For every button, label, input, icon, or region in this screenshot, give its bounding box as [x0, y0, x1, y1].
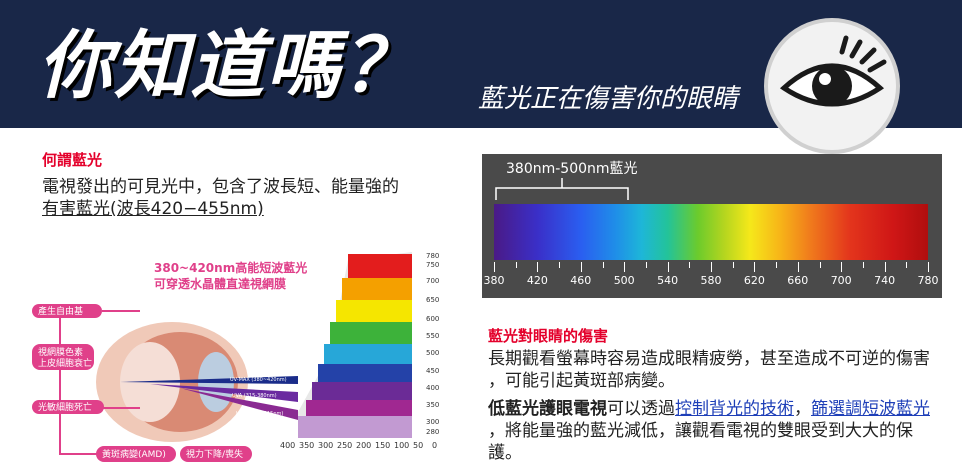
description-line-2: 有害藍光(波長420−455nm) [42, 199, 264, 219]
spectrum-tick [928, 262, 929, 272]
svg-text:300: 300 [426, 418, 439, 426]
protection-description: 低藍光護眼電視可以透過控制背光的技術，篩選調短波藍光 ，將能量強的藍光減低，讓觀… [488, 398, 934, 464]
spectrum-minor-tick [884, 262, 886, 268]
bar-graph [298, 252, 412, 438]
spectrum-minor-tick [797, 262, 799, 268]
section-heading-eye-damage: 藍光對眼睛的傷害 [488, 327, 609, 345]
spectrum-tick-label: 460 [570, 274, 592, 287]
spectrum-minor-tick [776, 262, 778, 268]
spectrum-minor-tick [841, 262, 843, 268]
page-title: 你知道嗎？ [38, 23, 418, 109]
svg-text:400: 400 [280, 441, 295, 450]
page-subtitle: 藍光正在傷害你的眼睛 [478, 84, 739, 114]
svg-text:200: 200 [356, 441, 371, 450]
svg-text:450: 450 [426, 367, 439, 375]
bottom-scale: 400 350 300 250 200 150 100 50 0 [280, 441, 437, 450]
description-line-1: 電視發出的可見光中，包含了波長短、能量強的 [42, 177, 399, 197]
svg-text:400: 400 [426, 384, 439, 392]
spectrum-tick-label: 580 [700, 274, 722, 287]
svg-text:可穿透水晶體直達視網膜: 可穿透水晶體直達視網膜 [154, 276, 286, 291]
svg-text:750: 750 [426, 261, 439, 269]
bracket-icon [495, 178, 629, 200]
spectrum-bar [494, 204, 928, 260]
svg-text:光敏細胞死亡: 光敏細胞死亡 [38, 401, 92, 413]
blue-light-description: 電視發出的可見光中，包含了波長短、能量強的 有害藍光(波長420−455nm) [42, 176, 442, 220]
svg-text:0: 0 [432, 441, 437, 450]
protection-line-1: 低藍光護眼電視可以透過控制背光的技術，篩選調短波藍光 [488, 398, 934, 420]
spectrum-minor-tick [602, 262, 604, 268]
damage-line-1: 長期觀看螢幕時容易造成眼精疲勞，甚至造成不可逆的傷害 [488, 349, 930, 369]
svg-text:350: 350 [426, 401, 439, 409]
svg-text:黃斑病變(AMD): 黃斑病變(AMD) [102, 448, 166, 460]
spectrum-minor-tick [689, 262, 691, 268]
spectrum-minor-tick [494, 262, 495, 268]
svg-text:250: 250 [337, 441, 352, 450]
svg-text:視網膜色素: 視網膜色素 [38, 346, 83, 358]
spectrum-minor-tick [906, 262, 908, 268]
product-name: 低藍光護眼電視 [488, 399, 607, 419]
spectrum-minor-tick [711, 262, 712, 268]
light-beams: UV-MAX (380~420nm) UVA (315-380nm) UVB (… [120, 376, 298, 420]
damage-description: 長期觀看螢幕時容易造成眼精疲勞，甚至造成不可逆的傷害 ，可能引起黃斑部病變。 [488, 348, 934, 392]
svg-text:600: 600 [426, 315, 439, 323]
spectrum-minor-tick [559, 262, 561, 268]
svg-text:UVB (280~315nm): UVB (280~315nm) [236, 411, 283, 417]
eye-icon [764, 18, 900, 154]
backlight-tech-link[interactable]: 控制背光的技術 [675, 399, 794, 419]
section-heading-blue-light: 何謂藍光 [42, 151, 103, 169]
svg-text:UV-MAX (380~420nm): UV-MAX (380~420nm) [230, 377, 287, 383]
svg-text:視力下降/喪失: 視力下降/喪失 [186, 448, 243, 460]
spectrum-tick-label: 780 [917, 274, 939, 287]
damage-line-2: ，可能引起黃斑部病變。 [488, 371, 675, 391]
spectrum-label: 380nm-500nm藍光 [506, 161, 638, 177]
spectrum-tick-label: 540 [657, 274, 679, 287]
right-scale: 780 750 700 650 600 550 500 450 400 350 … [426, 252, 439, 436]
spectrum-minor-tick [667, 262, 669, 268]
svg-text:350: 350 [299, 441, 314, 450]
spectrum-minor-tick [819, 262, 821, 268]
svg-text:100: 100 [394, 441, 409, 450]
svg-text:280: 280 [426, 428, 439, 436]
spectrum-minor-tick [537, 262, 539, 268]
svg-text:50: 50 [413, 441, 423, 450]
svg-text:上皮細胞衰亡: 上皮細胞衰亡 [38, 357, 92, 369]
svg-text:300: 300 [318, 441, 333, 450]
spectrum-minor-tick [515, 262, 517, 268]
svg-text:550: 550 [426, 332, 439, 340]
damage-labels: 產生自由基 視網膜色素 上皮細胞衰亡 光敏細胞死亡 黃斑病變(AMD) 視力下降… [32, 304, 252, 462]
spectrum-tick-label: 500 [613, 274, 635, 287]
svg-text:700: 700 [426, 277, 439, 285]
svg-text:380~420nm高能短波藍光: 380~420nm高能短波藍光 [154, 260, 307, 275]
spectrum-tick-label: 700 [830, 274, 852, 287]
filter-blue-light-link[interactable]: 篩選調短波藍光 [811, 399, 930, 419]
svg-text:650: 650 [426, 296, 439, 304]
svg-text:UVA (315-380nm): UVA (315-380nm) [232, 393, 277, 399]
svg-text:500: 500 [426, 349, 439, 357]
spectrum-minor-tick [862, 262, 864, 268]
spectrum-tick-label: 420 [526, 274, 548, 287]
spectrum-minor-tick [624, 262, 626, 268]
spectrum-tick-label: 380 [483, 274, 505, 287]
spectrum-minor-tick [645, 262, 647, 268]
diagram-headline: 380~420nm高能短波藍光 可穿透水晶體直達視網膜 [154, 260, 307, 291]
spectrum-tick-label: 660 [787, 274, 809, 287]
spectrum-tick-label: 740 [874, 274, 896, 287]
spectrum-minor-tick [580, 262, 582, 268]
svg-text:150: 150 [375, 441, 390, 450]
svg-text:產生自由基: 產生自由基 [38, 305, 83, 317]
protection-line-2: ，將能量強的藍光減低，讓觀看電視的雙眼受到大大的保護。 [488, 421, 913, 463]
protection-text-b: ， [794, 399, 811, 419]
spectrum-minor-tick [754, 262, 756, 268]
spectrum-minor-tick [732, 262, 734, 268]
spectrum-tick-label: 620 [743, 274, 765, 287]
protection-text-a: 可以透過 [607, 399, 675, 419]
eye-damage-diagram: 780 750 700 650 600 550 500 450 400 350 … [32, 252, 439, 462]
svg-text:780: 780 [426, 252, 439, 260]
